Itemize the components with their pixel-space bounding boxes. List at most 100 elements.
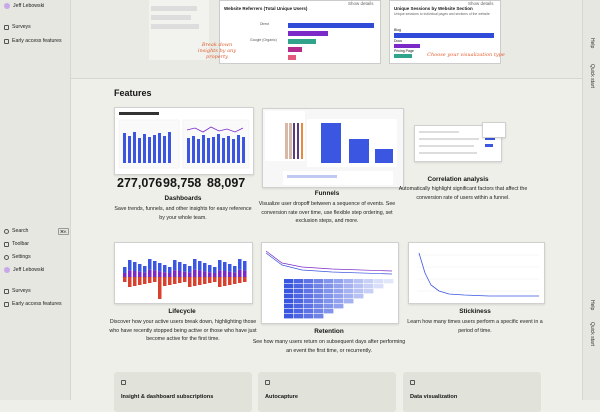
feature-card[interactable]: Insight & dashboard subscriptions [114,372,252,412]
nav-item[interactable]: Settings [4,254,31,260]
decoration [314,284,324,289]
decoration [304,304,314,309]
decoration [324,279,334,284]
sidebar: Jeff Lebowski Surveys Early access featu… [0,0,71,400]
feature-description: Save trends, funnels, and other insights… [114,206,252,221]
decoration [334,279,344,284]
help-tab[interactable]: Help [589,300,595,311]
decoration [238,269,242,277]
nav-item[interactable]: Early access features [4,301,62,307]
feature-title: Lifecycle [168,308,196,315]
nav-label: Toolbar [12,241,30,247]
bar-label: Google (Organic) [250,38,277,42]
decoration [208,277,212,283]
decoration [334,294,344,299]
decoration [284,294,294,299]
hero-card-right: Unique Sessions by Website Section Uniqu… [389,0,501,64]
decoration [188,266,192,273]
decoration [294,314,304,319]
decoration [294,309,304,314]
funnels-chart [265,111,397,185]
decoration [304,309,314,314]
bar-label: Pricing Page [394,49,414,53]
decoration [384,279,394,284]
decoration [183,264,187,272]
decoration [163,277,167,286]
decoration [344,294,354,299]
decoration [334,304,344,309]
decoration [294,299,304,304]
hero-card-left: Website Referrers (Total Unique Users) S… [219,0,381,64]
show-details[interactable]: Show details [468,1,494,6]
feature-description: Discover how your active users break dow… [109,319,257,342]
lifecycle-image [114,242,253,304]
decoration [284,309,294,314]
nav-label: Early access features [12,38,62,44]
decoration [294,294,304,299]
nav-item[interactable]: Search ⌘K [4,227,69,235]
decoration [324,299,334,304]
quick-start-tab[interactable]: Quick start [589,322,595,346]
decoration [158,263,162,272]
decoration [344,279,354,284]
decoration [354,294,364,299]
quick-start-tab[interactable]: Quick start [589,64,595,88]
feature-card[interactable]: Autocapture [258,372,396,412]
nav-label: Surveys [12,24,31,30]
decoration [304,299,314,304]
decoration [344,289,354,294]
decoration [143,266,147,273]
decoration [284,289,294,294]
user-menu[interactable]: Jeff Lebowski [4,3,44,9]
funnels-image [262,108,404,188]
card-title: Insight & dashboard subscriptions [121,394,214,400]
decoration [173,270,177,277]
decoration [218,277,222,287]
feature-title: Stickiness [459,308,491,315]
nav-item[interactable]: Surveys [4,24,31,30]
decoration [314,299,324,304]
card-subtitle: Unique sessions to individual pages and … [394,12,490,16]
hero: Website Referrers (Total Unique Users) S… [71,0,582,79]
decoration [233,266,237,273]
decoration [238,259,242,270]
decoration [138,264,142,272]
decoration [354,289,364,294]
dashboards-image [114,107,254,175]
nav-item[interactable]: Surveys [4,288,31,294]
annotation: Choose your visualization type [427,52,505,58]
decoration [314,309,324,314]
decoration [148,277,152,283]
decoration [304,294,314,299]
decoration [123,267,127,273]
help-tab[interactable]: Help [589,38,595,49]
correlation-popup [482,122,506,138]
decoration [143,272,147,277]
decoration [188,272,192,277]
nav-item[interactable]: Toolbar [4,241,29,247]
decoration [294,284,304,289]
card-title: Unique Sessions by Website Section [394,6,473,11]
hero-placeholder [149,0,209,60]
show-details[interactable]: Show details [348,1,374,6]
decoration [208,272,212,277]
decoration [284,314,294,319]
decoration [314,289,324,294]
nav-item[interactable]: Early access features [4,38,62,44]
user-menu[interactable]: Jeff Lebowski [4,267,44,273]
dashboard-number: 98,758 [163,176,202,190]
feature-title: Correlation analysis [427,176,489,183]
decoration [203,271,207,277]
stickiness-chart [417,252,539,297]
feature-card[interactable]: Data visualization [403,372,541,412]
decoration [233,272,237,277]
dashboards-chart [118,112,250,169]
bar [288,55,296,60]
feature-description: Learn how many times users perform a spe… [407,319,543,334]
bar [394,54,412,58]
decoration [364,289,374,294]
decoration [208,265,212,273]
decoration [128,270,132,277]
decoration [294,279,304,284]
decoration [203,277,207,284]
